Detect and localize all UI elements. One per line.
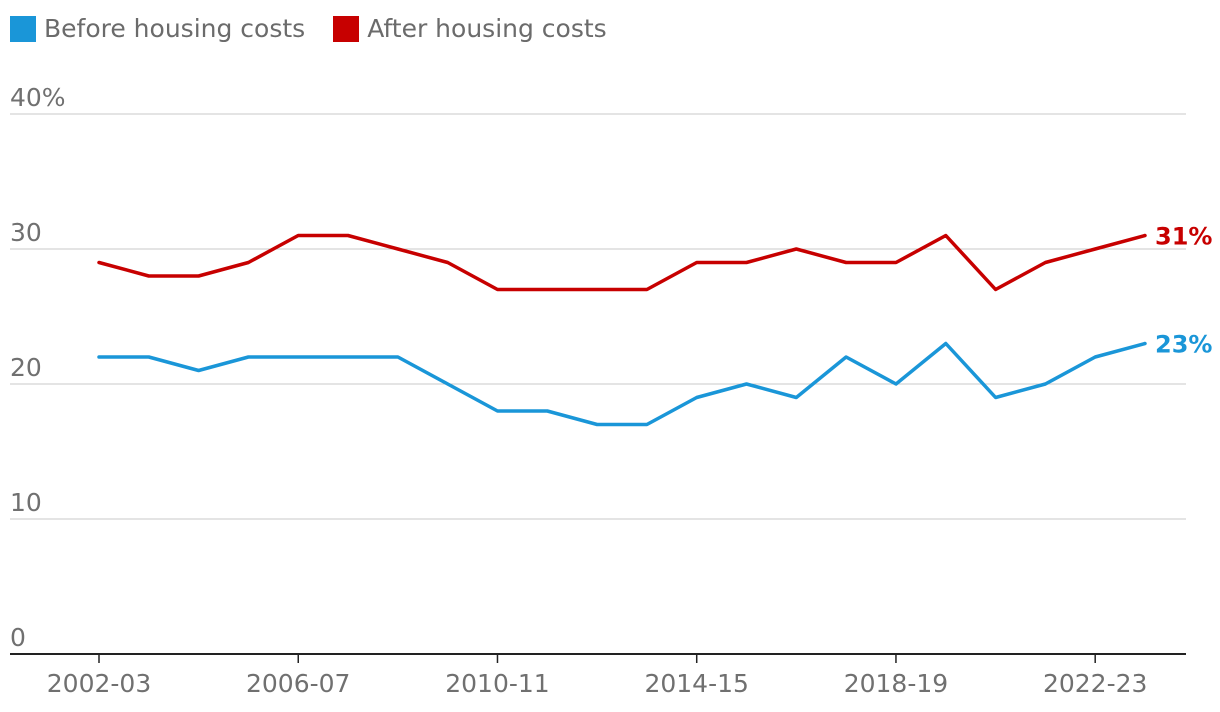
x-tick-label: 2018-19 [844, 669, 948, 698]
end-labels: 23% 31% [1155, 223, 1212, 359]
y-axis-ticks: 40% 30 20 10 0 [10, 83, 66, 652]
legend-swatch-before [10, 15, 36, 42]
gridlines [10, 113, 1186, 520]
series-line-before [97, 341, 1147, 427]
y-tick-label: 10 [10, 488, 42, 517]
series-line-after [97, 233, 1147, 292]
series [97, 233, 1147, 427]
x-tick-label: 2002-03 [47, 669, 151, 698]
end-label-before: 23% [1155, 331, 1212, 359]
end-label-after: 31% [1155, 223, 1212, 251]
legend-swatch-after [333, 15, 360, 42]
legend: Before housing costs After housing costs [10, 14, 635, 43]
x-tick-label: 2006-07 [246, 669, 350, 698]
y-tick-label: 0 [10, 623, 26, 652]
legend-item-after: After housing costs [333, 14, 607, 43]
x-tick-label: 2014-15 [644, 669, 748, 698]
y-tick-label: 30 [10, 218, 42, 247]
y-tick-label: 40% [10, 83, 66, 112]
legend-label-before: Before housing costs [44, 14, 306, 43]
x-tick-label: 2022-23 [1043, 669, 1147, 698]
y-tick-label: 20 [10, 353, 42, 382]
x-axis: 2002-03 2006-07 2010-11 2014-15 2018-19 2022-… [10, 653, 1186, 698]
legend-label-after: After housing costs [367, 14, 607, 43]
legend-item-before: Before housing costs [10, 14, 305, 43]
x-tick-label: 2010-11 [445, 669, 549, 698]
